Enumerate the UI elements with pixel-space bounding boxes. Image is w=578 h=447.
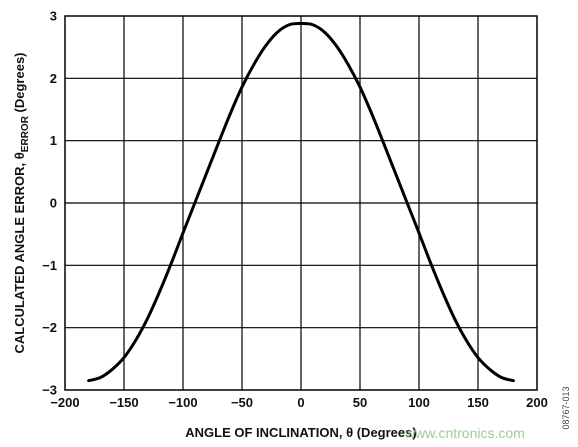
x-tick-label: 150 [467,395,489,410]
y-tick-label: −2 [42,320,57,335]
y-axis-title-subscript: ERROR [20,115,31,152]
plot-frame [64,15,538,391]
series-layer [87,21,515,383]
y-axis-title-unit: (Degrees) [12,53,27,117]
y-tick-label: 1 [50,133,57,148]
x-tick-label: −150 [109,395,138,410]
figure-id: 08767-013 [561,386,571,429]
x-axis-title: ANGLE OF INCLINATION, θ (Degrees) [185,425,416,440]
grid [65,16,537,390]
y-tick-label: 3 [50,9,57,24]
y-axis-title: CALCULATED ANGLE ERROR, θERROR (Degrees) [12,53,31,354]
y-tick-label: −1 [42,258,57,273]
y-tick-labels: −3 −2 −1 0 1 2 3 [42,9,57,398]
series-line [87,21,515,383]
x-tick-label: 50 [353,395,367,410]
y-tick-label: 0 [50,196,57,211]
x-tick-label: 0 [297,395,304,410]
x-tick-label: −200 [50,395,79,410]
y-axis-title-main: CALCULATED ANGLE ERROR, θ [12,152,27,353]
watermark: www.cntronics.com [404,425,525,441]
x-tick-label: 200 [526,395,548,410]
x-tick-label: 100 [408,395,430,410]
x-tick-labels: −200 −150 −100 −50 0 50 100 150 200 [50,395,548,410]
x-tick-label: −100 [168,395,197,410]
x-tick-label: −50 [231,395,253,410]
y-tick-label: −3 [42,383,57,398]
y-tick-label: 2 [50,71,57,86]
